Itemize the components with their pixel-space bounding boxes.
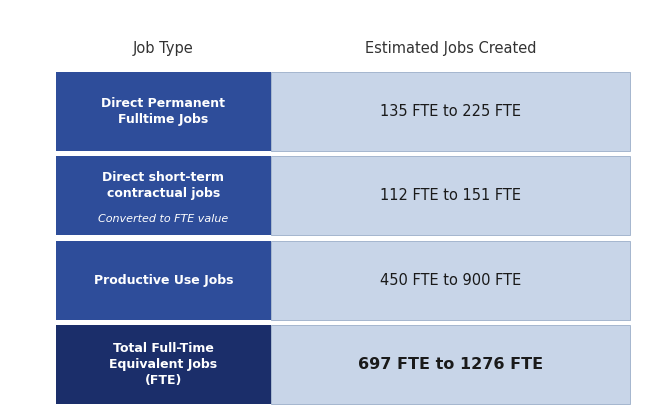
FancyBboxPatch shape [271,241,630,320]
FancyBboxPatch shape [271,157,630,235]
Text: Total Full-Time
Equivalent Jobs
(FTE): Total Full-Time Equivalent Jobs (FTE) [109,342,217,387]
FancyBboxPatch shape [271,72,630,151]
Text: 450 FTE to 900 FTE: 450 FTE to 900 FTE [380,273,521,288]
Text: Estimated Jobs Created: Estimated Jobs Created [365,41,536,56]
FancyBboxPatch shape [56,241,271,320]
Text: 697 FTE to 1276 FTE: 697 FTE to 1276 FTE [358,357,543,372]
Text: Direct short-term
contractual jobs: Direct short-term contractual jobs [103,171,224,200]
Text: Converted to FTE value: Converted to FTE value [98,214,229,224]
Text: 112 FTE to 151 FTE: 112 FTE to 151 FTE [380,188,521,203]
FancyBboxPatch shape [56,157,271,235]
FancyBboxPatch shape [56,325,271,404]
Text: Direct Permanent
Fulltime Jobs: Direct Permanent Fulltime Jobs [101,97,225,126]
Text: Productive Use Jobs: Productive Use Jobs [93,274,233,287]
FancyBboxPatch shape [271,325,630,404]
Text: 135 FTE to 225 FTE: 135 FTE to 225 FTE [380,104,521,119]
FancyBboxPatch shape [56,72,271,151]
Text: Job Type: Job Type [133,41,194,56]
